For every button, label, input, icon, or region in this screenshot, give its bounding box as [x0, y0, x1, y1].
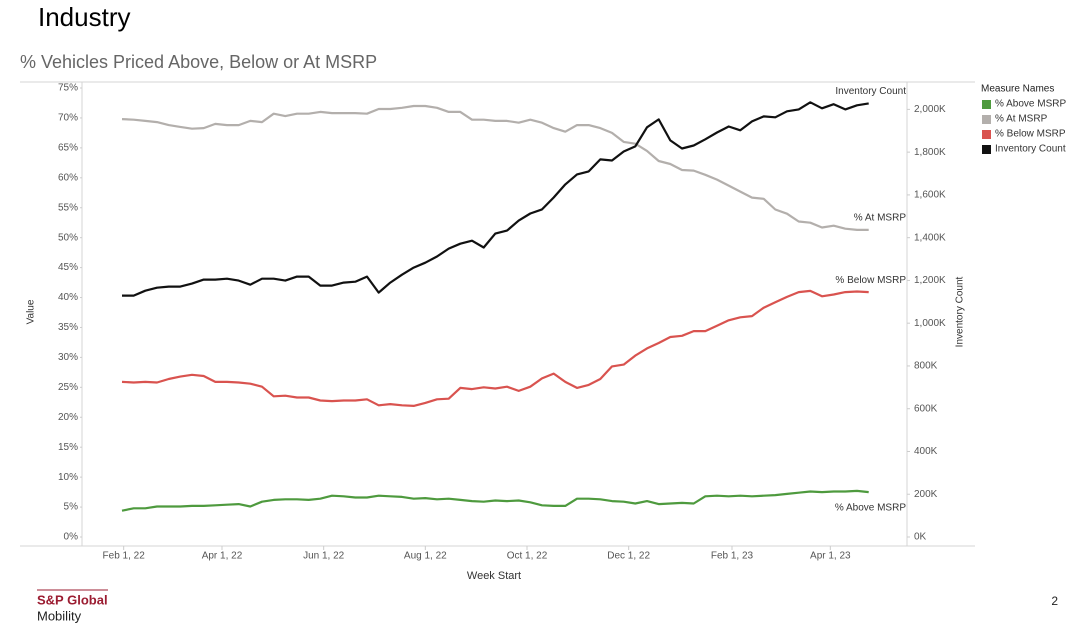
y2-tick-label: 200K	[914, 489, 938, 500]
y-tick-label: 30%	[58, 352, 78, 363]
y-tick-label: 65%	[58, 143, 78, 154]
series-end-label: % At MSRP	[854, 213, 907, 224]
y-tick-label: 20%	[58, 412, 78, 423]
legend-swatch	[982, 100, 991, 109]
legend-swatch	[982, 115, 991, 124]
y-tick-label: 55%	[58, 202, 78, 213]
y2-axis-label: Inventory Count	[955, 276, 966, 347]
y-tick-label: 0%	[64, 532, 79, 543]
slide-title: Industry	[38, 2, 131, 32]
y-tick-label: 25%	[58, 382, 78, 393]
series-end-label: % Below MSRP	[835, 275, 906, 286]
x-tick-label: Dec 1, 22	[607, 551, 650, 562]
y2-tick-label: 1,200K	[914, 275, 946, 286]
legend-label: Inventory Count	[995, 144, 1066, 155]
legend-swatch	[982, 130, 991, 139]
y2-tick-label: 1,800K	[914, 147, 946, 158]
y2-tick-label: 1,400K	[914, 232, 946, 243]
y2-tick-label: 600K	[914, 403, 938, 414]
series-line	[121, 289, 869, 407]
y-tick-label: 50%	[58, 232, 78, 243]
x-tick-label: Apr 1, 23	[810, 551, 851, 562]
y2-tick-label: 400K	[914, 446, 938, 457]
y-tick-label: 75%	[58, 83, 78, 94]
y-axis-label: Value	[26, 299, 37, 324]
y2-tick-label: 2,000K	[914, 104, 946, 115]
legend-swatch	[982, 145, 991, 154]
y-tick-label: 15%	[58, 442, 78, 453]
y2-tick-label: 800K	[914, 361, 938, 372]
x-tick-label: Oct 1, 22	[507, 551, 548, 562]
brand-sub: Mobility	[37, 608, 82, 623]
y2-tick-label: 1,600K	[914, 190, 946, 201]
series-end-label: Inventory Count	[835, 86, 906, 97]
legend-label: % Above MSRP	[995, 99, 1066, 110]
chart-subtitle: % Vehicles Priced Above, Below or At MSR…	[20, 52, 377, 72]
brand: S&P Global	[37, 592, 108, 607]
legend-label: % At MSRP	[995, 114, 1048, 125]
x-tick-label: Feb 1, 22	[103, 551, 146, 562]
y-tick-label: 10%	[58, 472, 78, 483]
x-axis-label: Week Start	[467, 570, 521, 582]
legend-title: Measure Names	[981, 84, 1054, 95]
y-tick-label: 45%	[58, 262, 78, 273]
y-tick-label: 40%	[58, 292, 78, 303]
x-tick-label: Apr 1, 22	[202, 551, 243, 562]
y2-tick-label: 0K	[914, 532, 927, 543]
y-tick-label: 5%	[64, 502, 79, 513]
page-number: 2	[1051, 594, 1058, 608]
x-tick-label: Jun 1, 22	[303, 551, 345, 562]
series-line	[121, 104, 869, 231]
legend-label: % Below MSRP	[995, 129, 1066, 140]
x-tick-label: Feb 1, 23	[711, 551, 754, 562]
y2-tick-label: 1,000K	[914, 318, 946, 329]
y-tick-label: 70%	[58, 113, 78, 124]
x-tick-label: Aug 1, 22	[404, 551, 447, 562]
series-line	[121, 489, 869, 512]
y-tick-label: 35%	[58, 322, 78, 333]
series-line	[122, 101, 869, 297]
series-end-label: % Above MSRP	[835, 503, 906, 514]
y-tick-label: 60%	[58, 172, 78, 183]
